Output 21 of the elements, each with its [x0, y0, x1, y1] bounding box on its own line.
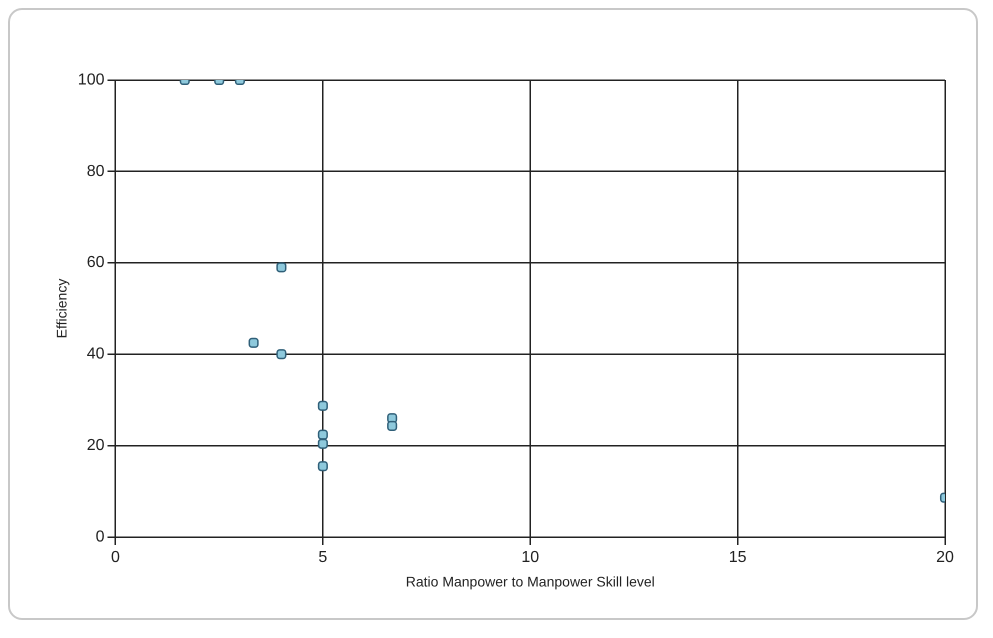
x-axis-title: Ratio Manpower to Manpower Skill level [406, 573, 655, 590]
point [318, 438, 328, 449]
y-tick-label: 40 [86, 346, 105, 363]
y-axis-title: Efficiency [53, 278, 70, 338]
point [318, 430, 328, 440]
y-tick-label: 20 [86, 437, 105, 454]
y-tick-label: 100 [78, 71, 105, 88]
x-tick-label: 0 [111, 549, 120, 566]
y-tick-label: 80 [86, 162, 105, 180]
point [318, 400, 328, 411]
y-tick-label: 0 [96, 528, 105, 546]
point [276, 349, 286, 360]
point [318, 461, 328, 472]
x-tick-label: 10 [521, 549, 540, 566]
x-tick-label: 5 [318, 549, 328, 566]
x-tick-label: 15 [728, 549, 747, 566]
point [248, 338, 259, 348]
y-tick-label: 60 [86, 254, 105, 272]
point [276, 262, 286, 272]
x-tick-label: 20 [936, 549, 954, 566]
point [387, 420, 398, 431]
